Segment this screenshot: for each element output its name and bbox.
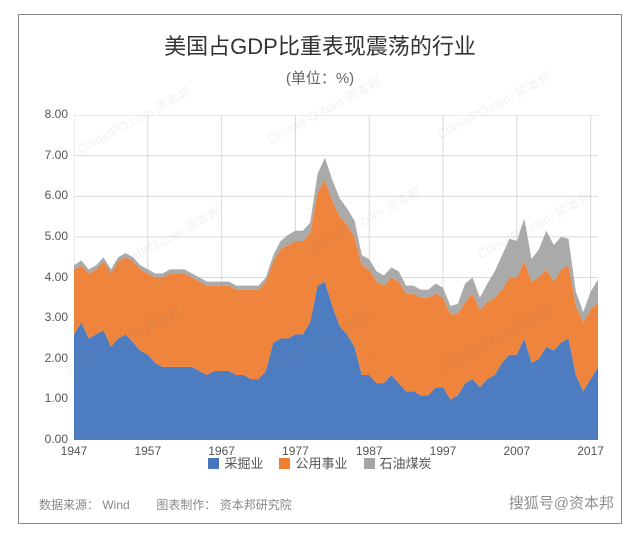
legend: 采掘业 公用事业 石油煤炭	[19, 453, 621, 472]
chart-title: 美国占GDP比重表现震荡的行业	[19, 29, 621, 61]
y-tick-label: 2.00	[34, 351, 68, 365]
legend-item-mining: 采掘业	[208, 453, 263, 472]
y-tick-label: 1.00	[34, 391, 68, 405]
maker-value: 资本邦研究院	[220, 498, 292, 512]
legend-swatch	[208, 458, 219, 469]
y-tick-label: 4.00	[34, 270, 68, 284]
legend-item-utilities: 公用事业	[279, 453, 347, 472]
chart-subtitle: (单位：%)	[19, 67, 621, 88]
legend-item-oilcoal: 石油煤炭	[364, 453, 432, 472]
source-value: Wind	[102, 498, 129, 512]
legend-label: 石油煤炭	[380, 456, 432, 471]
plot-area	[74, 115, 598, 440]
source-label: 数据来源：	[39, 498, 99, 512]
legend-label: 采掘业	[224, 456, 263, 471]
legend-swatch	[364, 458, 375, 469]
y-tick-label: 3.00	[34, 310, 68, 324]
area-chart-svg	[74, 115, 598, 440]
chart-panel: 美国占GDP比重表现震荡的行业 (单位：%) 0.001.002.003.004…	[18, 14, 622, 524]
watermark-sohu: 搜狐号@资本邦	[509, 492, 614, 513]
y-tick-label: 8.00	[34, 107, 68, 121]
credits: 数据来源： Wind 图表制作： 资本邦研究院	[39, 496, 292, 513]
y-tick-label: 6.00	[34, 188, 68, 202]
page-container: 美国占GDP比重表现震荡的行业 (单位：%) 0.001.002.003.004…	[0, 0, 640, 553]
legend-label: 公用事业	[295, 456, 347, 471]
maker-label: 图表制作：	[156, 498, 216, 512]
legend-swatch	[279, 458, 290, 469]
y-tick-label: 7.00	[34, 148, 68, 162]
y-tick-label: 5.00	[34, 229, 68, 243]
